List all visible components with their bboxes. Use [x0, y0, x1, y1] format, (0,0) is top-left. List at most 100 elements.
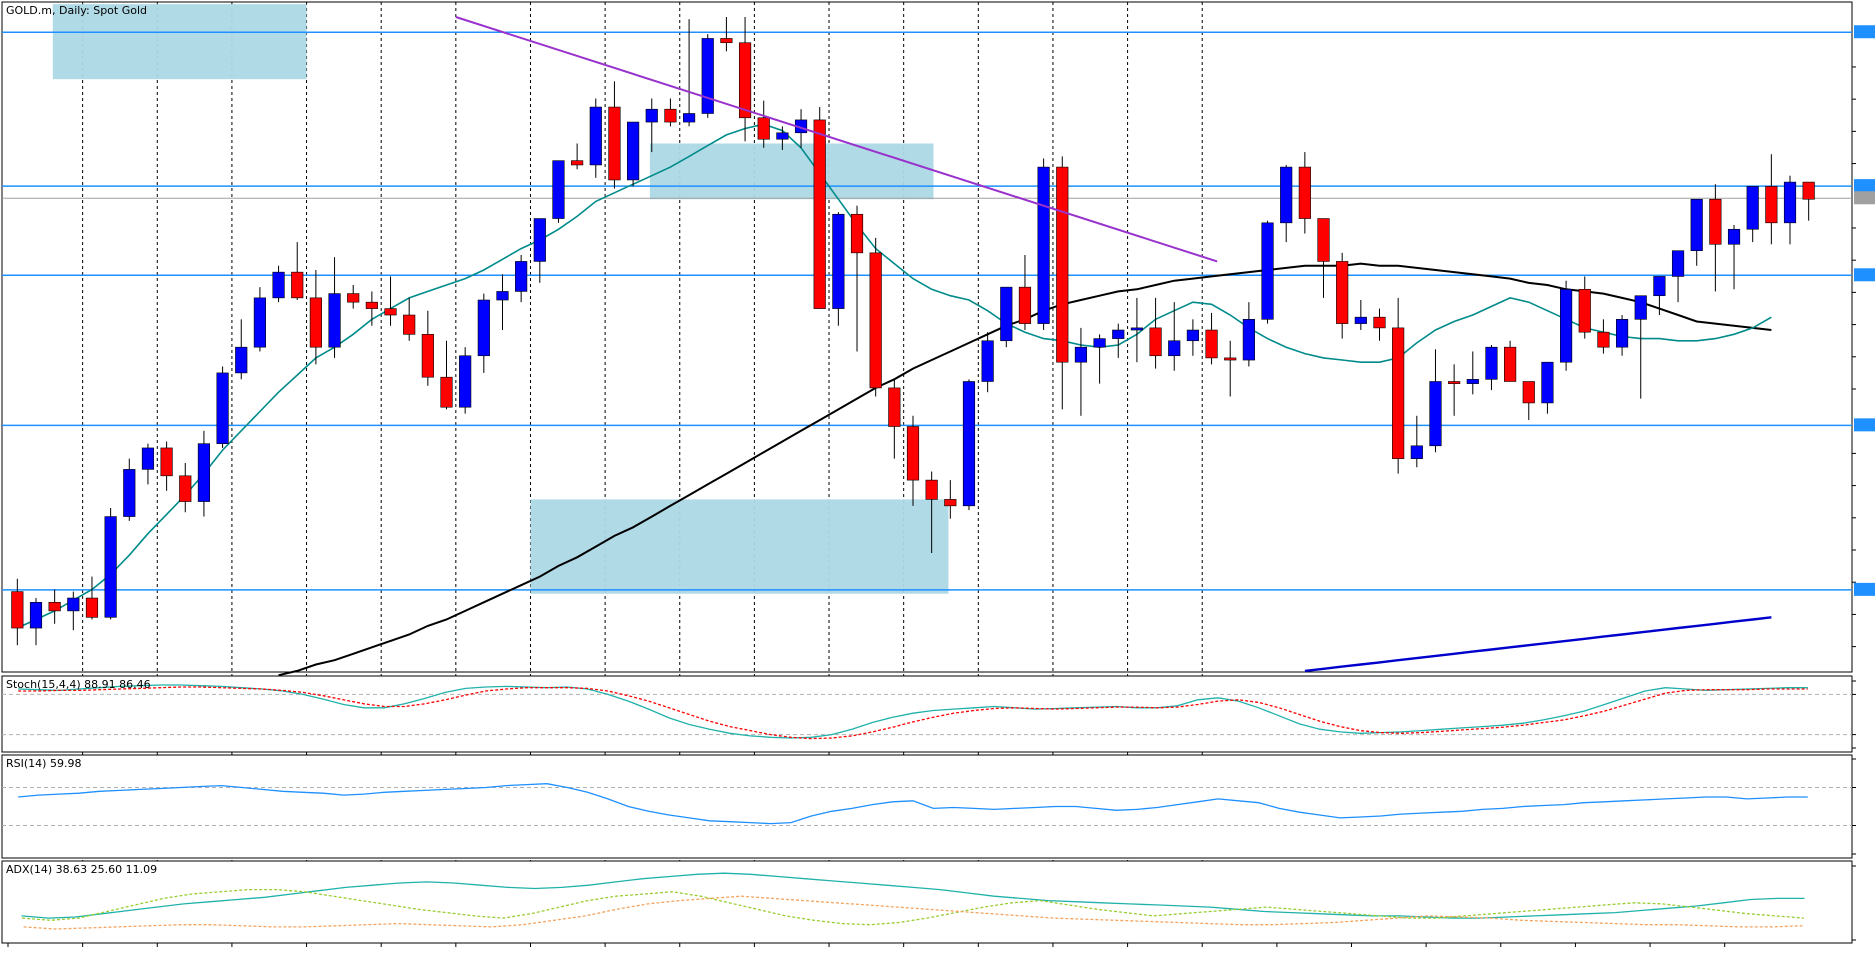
rsi-line — [2, 783, 1852, 826]
candle-body — [533, 218, 546, 262]
candle-body — [720, 38, 733, 44]
candle-body — [1746, 186, 1759, 230]
main-pane: GOLD.m, Daily: Spot Gold — [1, 1, 1853, 943]
candle-body — [48, 602, 61, 612]
candle-body — [515, 261, 528, 292]
candle-body — [1597, 331, 1610, 348]
adx-pane-frame — [1, 860, 1853, 944]
candle-body — [1690, 198, 1703, 252]
candle-body — [1130, 327, 1144, 331]
candle-body — [869, 252, 882, 389]
candle-body — [272, 271, 285, 299]
candle-body — [1317, 218, 1330, 262]
candle-body — [309, 297, 322, 348]
candle-body — [1149, 327, 1162, 357]
candle-body — [384, 308, 397, 316]
candle-body — [160, 447, 173, 477]
candle-body — [701, 38, 714, 114]
candle-body — [1541, 361, 1554, 404]
zone-rect — [52, 4, 307, 80]
candle-body — [1466, 379, 1479, 384]
candle-body — [850, 213, 864, 254]
candle-body — [1522, 381, 1535, 404]
price-tag — [1854, 191, 1875, 205]
candle-body — [1298, 166, 1311, 219]
candle-body — [1578, 288, 1591, 333]
candle-body — [1560, 288, 1573, 363]
candle-body — [11, 591, 24, 629]
candle-body — [1671, 250, 1685, 277]
candle-body — [925, 479, 938, 500]
price-axis — [1852, 66, 1856, 648]
candle-body — [365, 301, 378, 309]
candle-body — [440, 376, 453, 408]
stoch-axis — [1852, 680, 1856, 749]
candle-body — [216, 372, 229, 444]
candle-body — [328, 293, 341, 348]
candle-body — [757, 117, 770, 140]
time-axis — [7, 943, 1726, 947]
candle-body — [179, 475, 192, 502]
candle-body — [1634, 295, 1647, 320]
candle-body — [1280, 166, 1293, 224]
ma-short-line — [16, 123, 1772, 629]
candle-body — [1168, 340, 1181, 357]
candle-body — [1709, 198, 1722, 245]
candle-body — [1615, 319, 1629, 348]
resistance-trendline — [455, 16, 1218, 263]
series-line — [18, 684, 1808, 739]
rsi-pane: RSI(14) 59.98 — [1, 754, 1853, 859]
series-line — [18, 686, 1808, 740]
candle-body — [1485, 346, 1498, 380]
candle-body — [682, 113, 696, 123]
stoch-title: Stoch(15,4,4) 88.91 86.46 — [6, 678, 151, 691]
chart-title: GOLD.m, Daily: Spot Gold — [6, 4, 147, 17]
ma-blue-line — [1304, 616, 1772, 673]
candle-body — [1000, 286, 1013, 342]
candle-body — [1093, 338, 1106, 348]
candle-body — [1354, 316, 1367, 324]
candle-body — [1765, 186, 1778, 224]
rsi-axis — [1852, 758, 1856, 855]
candle-body — [1224, 357, 1237, 361]
candle-body — [141, 447, 155, 470]
price-labels — [1854, 25, 1875, 596]
candle-body — [981, 340, 994, 382]
candle-body — [85, 597, 99, 618]
candle-body — [235, 346, 248, 374]
candle-body — [832, 213, 845, 309]
candle-body — [347, 293, 360, 303]
series-line — [22, 888, 1804, 926]
candle-body — [1056, 166, 1069, 363]
candle-body — [645, 108, 658, 123]
candle-body — [1112, 329, 1125, 339]
candle-body — [1037, 166, 1050, 324]
candles — [11, 17, 1815, 646]
adx-lines — [21, 872, 1805, 930]
candle-body — [1802, 181, 1815, 200]
candle-body — [589, 106, 602, 166]
candle-body — [1448, 381, 1461, 384]
candle-body — [664, 108, 677, 123]
candle-body — [1392, 327, 1405, 459]
candle-body — [571, 160, 584, 166]
series-line — [21, 872, 1805, 919]
candle-body — [1653, 276, 1666, 297]
candle-body — [888, 387, 901, 427]
price-tag — [1854, 25, 1875, 39]
candle-body — [197, 443, 211, 502]
price-tag — [1854, 179, 1875, 193]
trendline — [455, 16, 1218, 263]
candle-body — [67, 597, 80, 612]
candle-body — [906, 426, 920, 481]
candle-body — [253, 297, 266, 348]
candle-body — [1186, 329, 1199, 342]
zones — [52, 4, 949, 594]
candle-body — [944, 499, 957, 507]
candle-body — [1504, 346, 1517, 382]
candle-body — [123, 469, 136, 517]
candle-body — [104, 516, 117, 618]
stoch-pane: Stoch(15,4,4) 88.91 86.46 — [1, 675, 1853, 753]
candle-body — [608, 106, 621, 181]
stoch-lines — [2, 684, 1852, 740]
